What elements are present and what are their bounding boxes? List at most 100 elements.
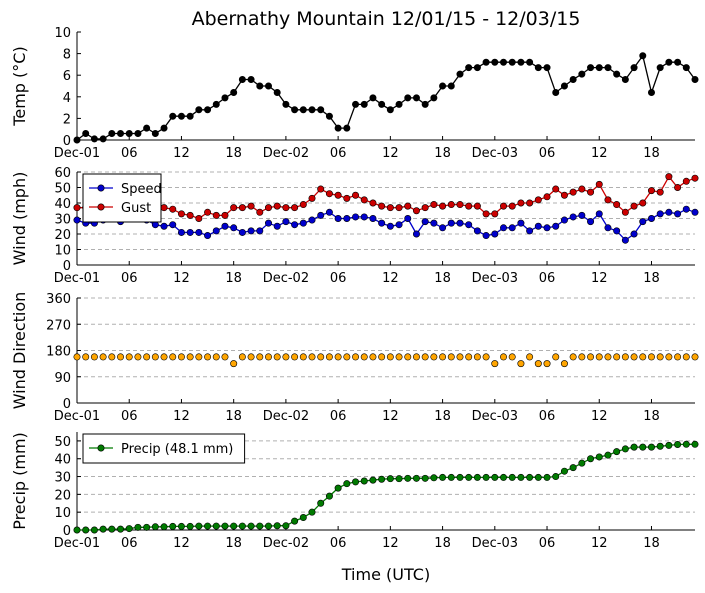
- precip-x-tick-label: 06: [330, 536, 347, 551]
- wind-data-point: [517, 219, 525, 227]
- wind-data-point: [682, 205, 690, 213]
- wind-x-tick-label: 12: [173, 271, 190, 286]
- temp-x-tick-label: 06: [539, 146, 556, 161]
- precip-data-point: [412, 474, 420, 482]
- wind-data-point: [674, 210, 682, 218]
- temp-data-point: [560, 82, 568, 90]
- temp-data-point: [621, 76, 629, 84]
- precip-x-tick-label: 18: [643, 536, 660, 551]
- wind-data-point: [421, 218, 429, 226]
- precip-data-point: [421, 474, 429, 482]
- wind-x-tick-label: Dec-02: [263, 271, 309, 286]
- dir-data-point: [264, 353, 272, 361]
- wind-data-point: [212, 211, 220, 219]
- temp-x-tick-label: Dec-03: [472, 146, 518, 161]
- precip-x-tick-label: Dec-02: [263, 536, 309, 551]
- precip-x-tick-label: 18: [434, 536, 451, 551]
- wind-data-point: [595, 210, 603, 218]
- wind-data-point: [378, 219, 386, 227]
- temp-x-tick-label: 12: [173, 146, 190, 161]
- temp-data-point: [665, 58, 673, 66]
- dir-x-tick-label: 06: [121, 409, 138, 424]
- temp-data-point: [204, 106, 212, 114]
- wind-data-point: [639, 199, 647, 207]
- temp-y-tick-label: 0: [63, 134, 71, 149]
- temp-data-point: [108, 130, 116, 138]
- precip-data-point: [352, 478, 360, 486]
- wind-data-point: [526, 227, 534, 235]
- dir-data-point: [552, 353, 560, 361]
- precip-x-tick-label: 12: [173, 536, 190, 551]
- temp-y-tick-label: 10: [54, 26, 71, 41]
- wind-data-point: [560, 191, 568, 199]
- temp-data-point: [369, 94, 377, 102]
- precip-data-point: [439, 473, 447, 481]
- temp-data-point: [352, 100, 360, 108]
- dir-x-tick-label: 06: [330, 409, 347, 424]
- dir-data-point: [308, 353, 316, 361]
- dir-data-point: [177, 353, 185, 361]
- dir-data-point: [378, 353, 386, 361]
- precip-data-point: [160, 523, 168, 531]
- temp-data-point: [500, 58, 508, 66]
- precip-data-point: [656, 442, 664, 450]
- temp-y-tick-label: 4: [63, 91, 71, 106]
- temp-data-point: [587, 64, 595, 72]
- temp-data-point: [195, 106, 203, 114]
- temp-data-point: [117, 130, 125, 138]
- dir-data-point: [160, 353, 168, 361]
- temp-x-tick-label: 06: [330, 146, 347, 161]
- dir-data-point: [352, 353, 360, 361]
- precip-data-point: [99, 525, 107, 533]
- dir-data-point: [543, 360, 551, 368]
- temp-data-point: [595, 64, 603, 72]
- precip-x-tick-label: 06: [539, 536, 556, 551]
- temp-data-point: [212, 100, 220, 108]
- dir-x-tick-label: 12: [591, 409, 608, 424]
- dir-data-point: [169, 353, 177, 361]
- wind-data-point: [273, 222, 281, 230]
- dir-data-point: [508, 353, 516, 361]
- wind-x-tick-label: Dec-03: [472, 271, 518, 286]
- temp-data-point: [543, 64, 551, 72]
- wind-data-point: [465, 202, 473, 210]
- precip-data-point: [674, 440, 682, 448]
- wind-data-point: [500, 224, 508, 232]
- temp-y-tick-label: 6: [63, 69, 71, 84]
- dir-data-point: [325, 353, 333, 361]
- wind-data-point: [343, 194, 351, 202]
- wind-x-tick-label: 18: [434, 271, 451, 286]
- wind-data-point: [334, 215, 342, 223]
- wind-data-point: [674, 184, 682, 192]
- temp-data-point: [325, 112, 333, 120]
- precip-data-point: [378, 475, 386, 483]
- temp-data-point: [90, 135, 98, 143]
- temp-data-point: [613, 70, 621, 78]
- wind-data-point: [291, 221, 299, 229]
- wind-data-point: [369, 199, 377, 207]
- dir-data-point: [386, 353, 394, 361]
- temp-data-point: [465, 64, 473, 72]
- wind-data-point: [508, 224, 516, 232]
- temp-data-point: [482, 58, 490, 66]
- wind-data-point: [621, 236, 629, 244]
- wind-data-point: [534, 196, 542, 204]
- wind-data-point: [552, 222, 560, 230]
- wind-data-point: [325, 190, 333, 198]
- wind-data-point: [160, 204, 168, 212]
- temp-data-point: [73, 136, 81, 144]
- wind-data-point: [647, 187, 655, 195]
- temp-data-point: [186, 112, 194, 120]
- wind-y-axis-label: Wind (mph): [10, 172, 29, 266]
- wind-data-point: [334, 191, 342, 199]
- wind-data-point: [177, 210, 185, 218]
- wind-data-point: [256, 227, 264, 235]
- dir-data-point: [73, 353, 81, 361]
- dir-data-point: [291, 353, 299, 361]
- precip-y-axis-label: Precip (mm): [10, 432, 29, 530]
- temp-data-point: [647, 88, 655, 96]
- wind-data-point: [360, 213, 368, 221]
- dir-data-point: [238, 353, 246, 361]
- wind-data-point: [299, 201, 307, 209]
